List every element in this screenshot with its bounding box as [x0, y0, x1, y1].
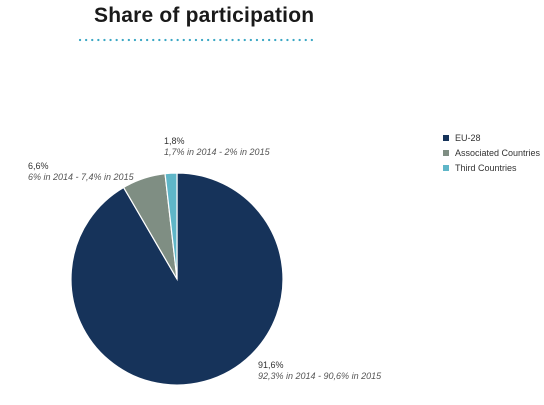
legend-swatch-eu-28	[443, 134, 449, 141]
slice-value-third-countries: 1,8%	[164, 136, 185, 146]
slice-value-associated-countries: 6,6%	[28, 161, 49, 171]
slice-detail-third-countries: 1,7% in 2014 - 2% in 2015	[164, 147, 270, 157]
legend-swatch-associated-countries	[443, 149, 449, 156]
legend-label-third-countries: Third Countries	[455, 162, 517, 173]
legend-swatch-third-countries	[443, 164, 449, 171]
legend-item-associated-countries: Associated Countries	[443, 145, 540, 160]
pie-slice-third-countries	[164, 172, 178, 280]
slice-label-associated-countries: 6,6% 6% in 2014 - 7,4% in 2015	[28, 161, 134, 183]
legend: EU-28 Associated Countries Third Countri…	[443, 130, 540, 175]
chart-title: Share of participation	[94, 4, 315, 27]
slice-value-eu-28: 91,6%	[258, 360, 284, 370]
slice-detail-eu-28: 92,3% in 2014 - 90,6% in 2015	[258, 371, 382, 381]
slice-label-eu-28: 91,6% 92,3% in 2014 - 90,6% in 2015	[258, 360, 381, 382]
slice-label-third-countries: 1,8% 1,7% in 2014 - 2% in 2015	[164, 136, 270, 158]
legend-label-eu-28: EU-28	[455, 132, 481, 143]
slice-detail-associated-countries: 6% in 2014 - 7,4% in 2015	[28, 172, 134, 182]
legend-item-third-countries: Third Countries	[443, 160, 540, 175]
legend-item-eu-28: EU-28	[443, 130, 540, 145]
legend-label-associated-countries: Associated Countries	[455, 147, 541, 158]
